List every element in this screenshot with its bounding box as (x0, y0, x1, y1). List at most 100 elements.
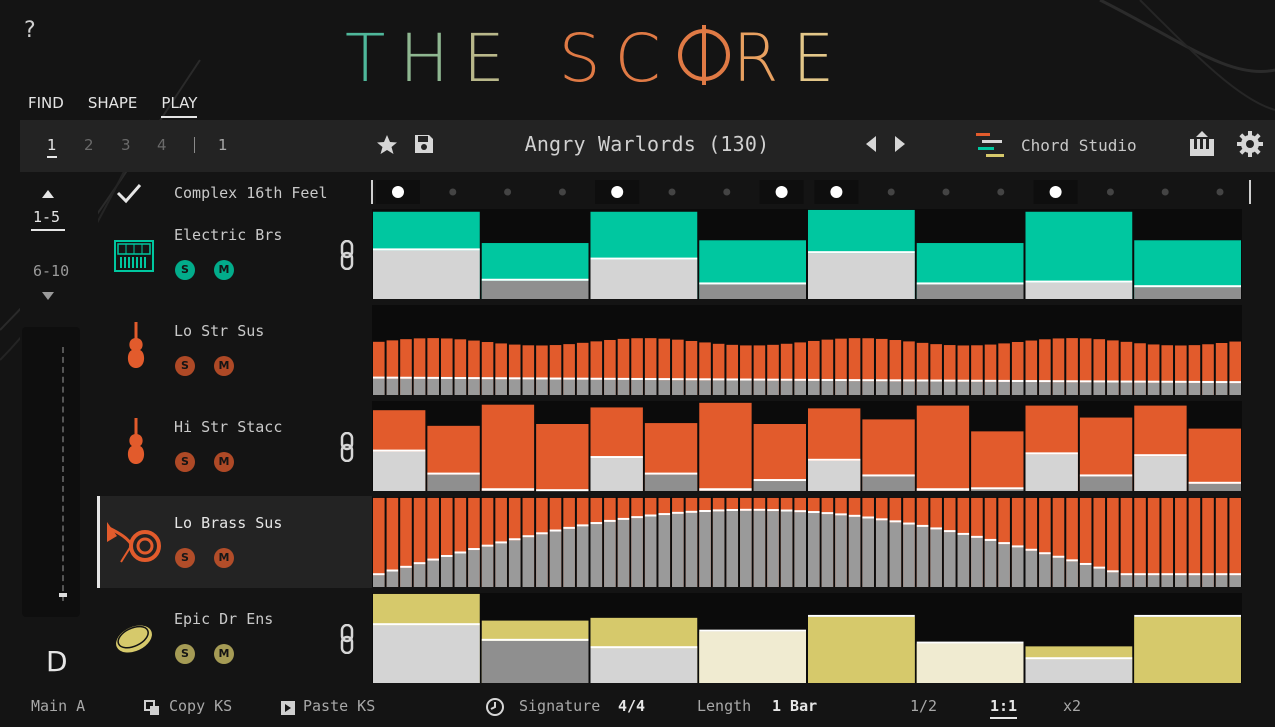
range-down-icon[interactable] (41, 291, 55, 301)
step-bar (875, 338, 888, 395)
step-bar (644, 338, 657, 395)
step-velocity (373, 378, 385, 395)
step-marker (916, 524, 929, 527)
step-bar (1025, 497, 1038, 587)
volume-slider[interactable] (22, 327, 80, 617)
main-a-label[interactable]: Main A (31, 697, 86, 715)
step-marker (971, 535, 983, 538)
solo-button[interactable]: S (175, 548, 195, 568)
step-marker (753, 508, 766, 511)
step-bar (454, 339, 467, 395)
step-velocity (427, 560, 439, 587)
tab-play[interactable]: PLAY (161, 94, 198, 118)
link-icon[interactable] (339, 239, 355, 276)
step-velocity (1093, 382, 1106, 395)
chord-studio-icon[interactable] (976, 131, 1006, 159)
page-2[interactable]: 2 (84, 136, 94, 154)
track-name[interactable]: Electric Brs (174, 226, 283, 244)
track-name[interactable]: Lo Str Sus (174, 322, 265, 340)
step-bar (808, 340, 820, 395)
chord-studio-label[interactable]: Chord Studio (1021, 136, 1137, 155)
step-marker (699, 629, 806, 632)
selected-track-highlight (98, 496, 373, 588)
title-letter: H (399, 20, 463, 97)
save-icon[interactable] (413, 133, 435, 155)
help-button[interactable]: ? (24, 18, 36, 43)
step-marker (427, 472, 480, 475)
next-arrow-icon[interactable] (893, 135, 907, 153)
solo-button[interactable]: S (175, 452, 195, 472)
step-marker (1161, 573, 1174, 576)
link-icon[interactable] (339, 623, 355, 660)
mute-button[interactable]: M (214, 548, 234, 568)
step-bar (903, 341, 915, 395)
page-4[interactable]: 4 (157, 136, 167, 154)
key-display[interactable]: D (46, 645, 68, 678)
step-marker (699, 378, 711, 381)
preset-name[interactable]: Angry Warlords (130) (524, 132, 770, 156)
track-name[interactable]: Hi Str Stacc (174, 418, 283, 436)
step-velocity (400, 378, 412, 395)
speed-half[interactable]: 1/2 (910, 697, 938, 715)
track-name[interactable]: Epic Dr Ens (174, 610, 274, 628)
step-velocity (1134, 287, 1241, 299)
tab-shape[interactable]: SHAPE (87, 94, 138, 112)
range-up-icon[interactable] (41, 189, 55, 199)
feel-step-row[interactable] (370, 178, 1255, 206)
step-marker (1215, 573, 1228, 576)
copy-icon[interactable] (144, 700, 160, 716)
page-3[interactable]: 3 (121, 136, 131, 154)
solo-button[interactable]: S (175, 644, 195, 664)
link-icon[interactable] (339, 431, 355, 468)
step-velocity (862, 518, 874, 587)
gear-icon[interactable] (1236, 130, 1264, 158)
checkmark-icon[interactable] (116, 182, 142, 204)
range-6-10[interactable]: 6-10 (33, 262, 70, 280)
copy-ks-button[interactable]: Copy KS (169, 697, 233, 715)
step-bar (427, 497, 439, 587)
speed-double[interactable]: x2 (1063, 697, 1082, 715)
mute-button[interactable]: M (214, 644, 234, 664)
tab-find[interactable]: FIND (28, 94, 64, 112)
step-velocity (971, 537, 983, 587)
extra-page[interactable]: 1 (218, 136, 228, 154)
track-name[interactable]: Lo Brass Sus (174, 514, 283, 532)
feel-step-dot (611, 186, 624, 198)
step-velocity (794, 380, 806, 395)
step-bar (740, 345, 752, 395)
speed-normal[interactable]: 1:1 (990, 697, 1018, 719)
feel-label[interactable]: Complex 16th Feel (174, 184, 328, 202)
length-value[interactable]: 1 Bar (772, 697, 818, 715)
paste-ks-button[interactable]: Paste KS (303, 697, 376, 715)
step-velocity (604, 379, 616, 395)
mute-button[interactable]: M (214, 452, 234, 472)
star-icon[interactable] (375, 133, 399, 157)
signature-value[interactable]: 4/4 (618, 697, 646, 715)
solo-button[interactable]: S (175, 356, 195, 376)
step-velocity (971, 381, 983, 395)
step-marker (1120, 380, 1133, 383)
prev-arrow-icon[interactable] (864, 135, 878, 153)
feel-step-dot (668, 188, 676, 196)
step-velocity (373, 625, 480, 683)
mute-button[interactable]: M (214, 356, 234, 376)
step-velocity (1039, 382, 1051, 395)
step-velocity (373, 451, 426, 491)
step-bar (1025, 340, 1038, 395)
step-marker (998, 542, 1010, 545)
feel-step-dot (942, 188, 950, 196)
step-marker (916, 641, 1024, 644)
page-1[interactable]: 1 (47, 136, 57, 158)
step-marker (943, 530, 956, 533)
solo-button[interactable]: S (175, 260, 195, 280)
pattern-grid[interactable] (372, 209, 1242, 689)
feel-step-dot (1049, 186, 1062, 198)
step-bar (1039, 339, 1051, 395)
step-bar (373, 497, 385, 587)
piano-icon[interactable] (1189, 131, 1215, 157)
mute-button[interactable]: M (214, 260, 234, 280)
step-bar (1175, 497, 1187, 587)
paste-icon[interactable] (280, 700, 296, 716)
step-marker (916, 488, 970, 491)
range-1-5[interactable]: 1-5 (33, 208, 61, 226)
